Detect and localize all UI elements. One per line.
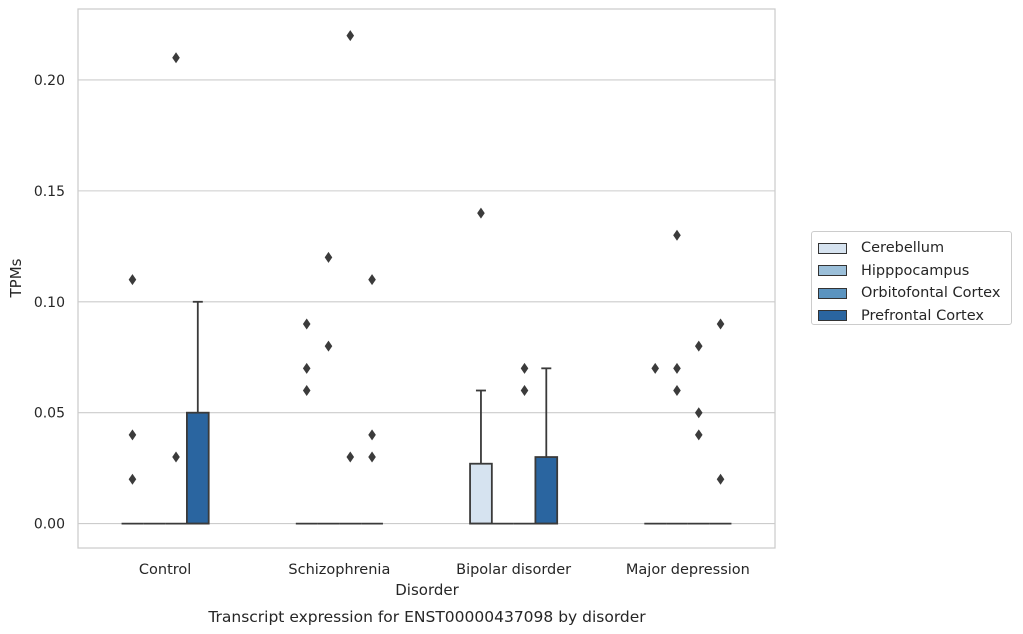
x-tick-label: Schizophrenia: [288, 562, 390, 578]
x-tick-label: Major depression: [626, 562, 750, 578]
legend-swatch: [818, 242, 847, 254]
outlier-point: [302, 385, 311, 397]
outlier-point: [128, 274, 137, 286]
plot-frame: [77, 8, 776, 549]
legend-label: Orbitofontal Cortex: [861, 285, 1001, 302]
y-tick-label: 0.10: [34, 295, 65, 311]
outlier-point: [368, 451, 376, 463]
outlier-point: [324, 251, 333, 263]
y-axis-label: TPMs: [7, 258, 25, 298]
outlier-point: [651, 362, 660, 374]
y-gridlines: [78, 79, 775, 525]
outlier-point: [128, 473, 137, 485]
x-tick-label: Bipolar disorder: [456, 562, 571, 578]
y-tick-label: 0.20: [34, 73, 65, 89]
outlier-point: [694, 407, 703, 419]
y-tick-label: 0.05: [34, 406, 65, 422]
outlier-point: [673, 362, 681, 374]
legend-swatch: [818, 265, 847, 277]
chart-title: Transcript expression for ENST0000043709…: [207, 608, 646, 626]
legend-item: Cerebellum: [818, 237, 1011, 260]
legend-label: Hipppocampus: [861, 262, 970, 279]
outlier-point: [716, 473, 725, 485]
outlier-point: [368, 274, 376, 286]
outlier-point: [694, 340, 703, 352]
box: [534, 456, 559, 525]
x-axis-ticks: Control Schizophrenia Bipolar disorder Majo…: [139, 562, 750, 578]
outlier-point: [128, 429, 137, 441]
legend-swatch: [818, 287, 847, 299]
outlier-point: [302, 362, 311, 374]
legend-item: Orbitofontal Cortex: [818, 282, 1011, 305]
legend-item: Prefrontal Cortex: [818, 305, 1011, 328]
x-tick-label: Control: [139, 562, 191, 578]
box: [186, 411, 210, 525]
outlier-point: [172, 52, 180, 64]
legend-label: Cerebellum: [861, 240, 945, 257]
legend: Cerebellum Hipppocampus Orbitofontal Corte…: [811, 231, 1012, 325]
outlier-point: [716, 318, 725, 330]
outlier-point: [694, 429, 703, 441]
outlier-point: [324, 340, 333, 352]
legend-item: Hipppocampus: [818, 260, 1011, 283]
x-axis-label: Disorder: [395, 581, 459, 599]
outlier-point: [520, 385, 529, 397]
y-tick-label: 0.15: [34, 184, 65, 200]
legend-label: Prefrontal Cortex: [861, 307, 984, 324]
outlier-point: [346, 30, 355, 42]
outlier-point: [368, 429, 376, 441]
box-marks: [121, 30, 732, 525]
outlier-point: [302, 318, 311, 330]
outlier-point: [673, 229, 681, 241]
outlier-point: [520, 362, 529, 374]
outlier-point: [477, 207, 485, 219]
outlier-point: [172, 451, 180, 463]
y-axis-ticks: 0.00 0.05 0.10 0.15 0.20: [34, 73, 65, 533]
y-tick-label: 0.00: [34, 517, 65, 533]
outlier-point: [673, 385, 681, 397]
outlier-point: [346, 451, 355, 463]
legend-swatch: [818, 310, 847, 322]
box: [469, 462, 493, 525]
